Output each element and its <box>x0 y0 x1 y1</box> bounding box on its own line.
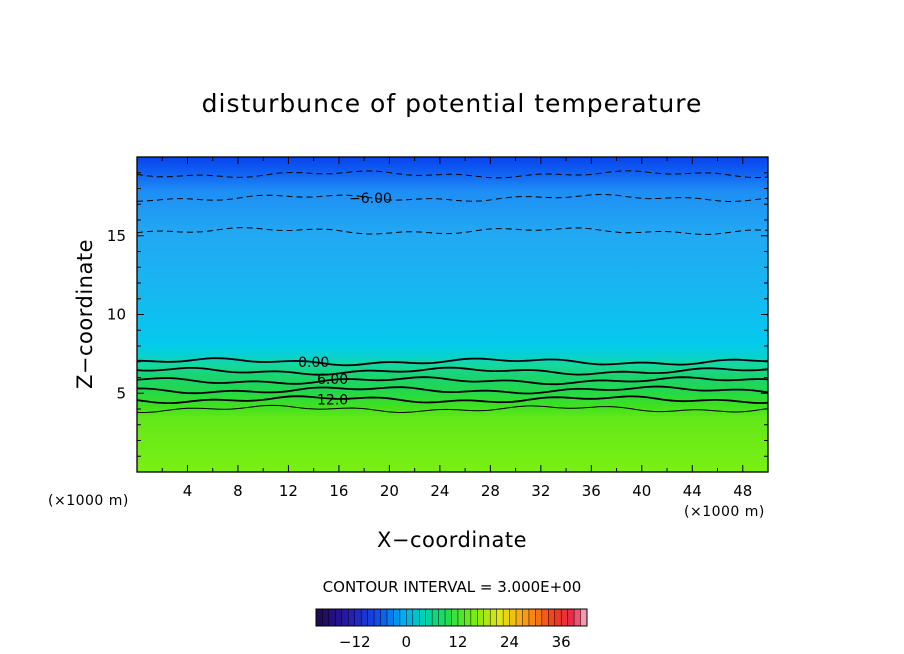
x-tick-label: 12 <box>279 482 298 500</box>
plot-area: −6.00 0.006.00 12.0 <box>137 157 768 472</box>
contour-label: 6.00 <box>317 372 348 388</box>
colorbar-cell <box>419 609 426 626</box>
x-tick-label: 16 <box>329 482 348 500</box>
x-tick-label: 36 <box>582 482 601 500</box>
colorbar-cell <box>548 609 556 626</box>
contour-line <box>137 227 768 235</box>
colorbar-cell <box>380 609 388 626</box>
colorbar-cell <box>406 609 414 626</box>
x-tick-label: 44 <box>683 482 702 500</box>
colorbar-cell <box>464 609 472 626</box>
contour-line <box>137 366 768 376</box>
colorbar-cell <box>451 609 459 626</box>
colorbar-cell <box>496 609 504 626</box>
contour-line <box>137 385 768 395</box>
contour-line <box>137 170 768 179</box>
colorbar-cell <box>554 609 562 626</box>
x-tick-label: 48 <box>733 482 752 500</box>
x-unit-right: (×1000 m) <box>684 504 765 520</box>
x-tick-label: 4 <box>183 482 193 500</box>
colorbar-cell <box>335 609 343 626</box>
colorbar-cell <box>516 609 523 626</box>
x-tick-label: 8 <box>233 482 243 500</box>
colorbar-cell <box>490 609 497 626</box>
contour-labels: −6.00 0.006.00 12.0 <box>298 191 392 409</box>
colorbar-cell <box>341 609 349 626</box>
colorbar-cell <box>541 609 549 626</box>
colorbar-cell <box>425 609 433 626</box>
colorbar-tick-label: 24 <box>500 633 519 651</box>
x-tick-label: 28 <box>481 482 500 500</box>
colorbar-cell <box>580 609 588 626</box>
colorbar-cell <box>328 609 336 626</box>
colorbar-cell <box>322 609 330 626</box>
chart-title: disturbunce of potential temperature <box>202 89 703 118</box>
colorbar-frame <box>315 608 588 627</box>
x-tick-label: 40 <box>632 482 651 500</box>
y-tick-label: 10 <box>107 306 126 324</box>
colorbar-cell <box>561 609 568 626</box>
colorbar-tick-label: 36 <box>552 633 571 651</box>
contour-line <box>137 193 768 202</box>
colorbar-cell <box>567 609 575 626</box>
y-axis-label: Z−coordinate <box>73 239 97 389</box>
colorbar-cell <box>386 609 394 626</box>
field-fill <box>137 157 768 472</box>
colorbar-cell <box>483 609 491 626</box>
colorbar-cell <box>374 609 381 626</box>
colorbar-cell <box>470 609 478 626</box>
colorbar-cell <box>574 609 581 626</box>
colorbar-cell <box>522 609 530 626</box>
contour-line <box>137 376 768 386</box>
x-tick-label: 20 <box>380 482 399 500</box>
colorbar-tick-label: −12 <box>339 633 371 651</box>
colorbar-cell <box>316 609 323 626</box>
colorbar-cell <box>361 609 368 626</box>
colorbar-cell <box>399 609 407 626</box>
colorbar-cell <box>457 609 465 626</box>
contour-label: 0.00 <box>298 355 329 371</box>
colorbar-cell <box>535 609 543 626</box>
colorbar-cell <box>477 609 485 626</box>
x-axis-ticks: 4 8 12 16 20 24 28 32 36 40 44 48 <box>161 157 752 500</box>
colorbar-cell <box>354 609 362 626</box>
contour-label: −6.00 <box>349 191 392 207</box>
colorbar-cell <box>503 609 510 626</box>
colorbar-cell <box>438 609 446 626</box>
contour-line <box>137 395 768 404</box>
y-tick-label: 15 <box>107 227 126 245</box>
colorbar-tick-label: 12 <box>448 633 467 651</box>
contour-lines <box>137 170 768 414</box>
y-tick-label: 5 <box>116 384 126 402</box>
colorbar-cell <box>393 609 401 626</box>
x-tick-label: 32 <box>531 482 550 500</box>
contour-interval-text: CONTOUR INTERVAL = 3.000E+00 <box>323 578 582 596</box>
contour-line <box>137 357 768 367</box>
colorbar-tick-label: 0 <box>402 633 412 651</box>
colorbar-cell <box>367 609 375 626</box>
contour-label: 12.0 <box>317 393 348 409</box>
contour-line <box>137 404 768 414</box>
colorbar-cell <box>432 609 439 626</box>
y-axis-ticks: 5 10 15 <box>107 172 768 457</box>
colorbar-cell <box>528 609 536 626</box>
colorbar-cell <box>445 609 452 626</box>
x-tick-label: 24 <box>430 482 449 500</box>
x-axis-label: X−coordinate <box>377 528 527 552</box>
colorbar <box>315 608 588 627</box>
colorbar-cell <box>509 609 517 626</box>
colorbar-cell <box>412 609 420 626</box>
colorbar-cell <box>348 609 356 626</box>
colorbar-tick-labels: −12 0 12 24 36 <box>339 633 571 651</box>
x-unit-left: (×1000 m) <box>48 493 129 509</box>
